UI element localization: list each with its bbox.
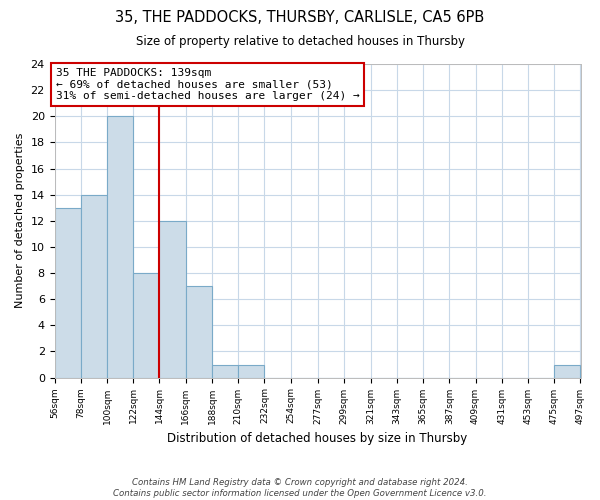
Text: 35 THE PADDOCKS: 139sqm
← 69% of detached houses are smaller (53)
31% of semi-de: 35 THE PADDOCKS: 139sqm ← 69% of detache… [56, 68, 359, 101]
Bar [186, 286, 212, 378]
Y-axis label: Number of detached properties: Number of detached properties [15, 133, 25, 308]
Text: Contains HM Land Registry data © Crown copyright and database right 2024.
Contai: Contains HM Land Registry data © Crown c… [113, 478, 487, 498]
X-axis label: Distribution of detached houses by size in Thursby: Distribution of detached houses by size … [167, 432, 467, 445]
Text: 35, THE PADDOCKS, THURSBY, CARLISLE, CA5 6PB: 35, THE PADDOCKS, THURSBY, CARLISLE, CA5… [115, 10, 485, 25]
Bar [107, 116, 133, 378]
Bar [133, 273, 160, 378]
Bar [55, 208, 81, 378]
Bar [238, 364, 265, 378]
Bar [81, 194, 107, 378]
Bar [160, 221, 186, 378]
Bar [554, 364, 580, 378]
Text: Size of property relative to detached houses in Thursby: Size of property relative to detached ho… [136, 35, 464, 48]
Bar [212, 364, 238, 378]
